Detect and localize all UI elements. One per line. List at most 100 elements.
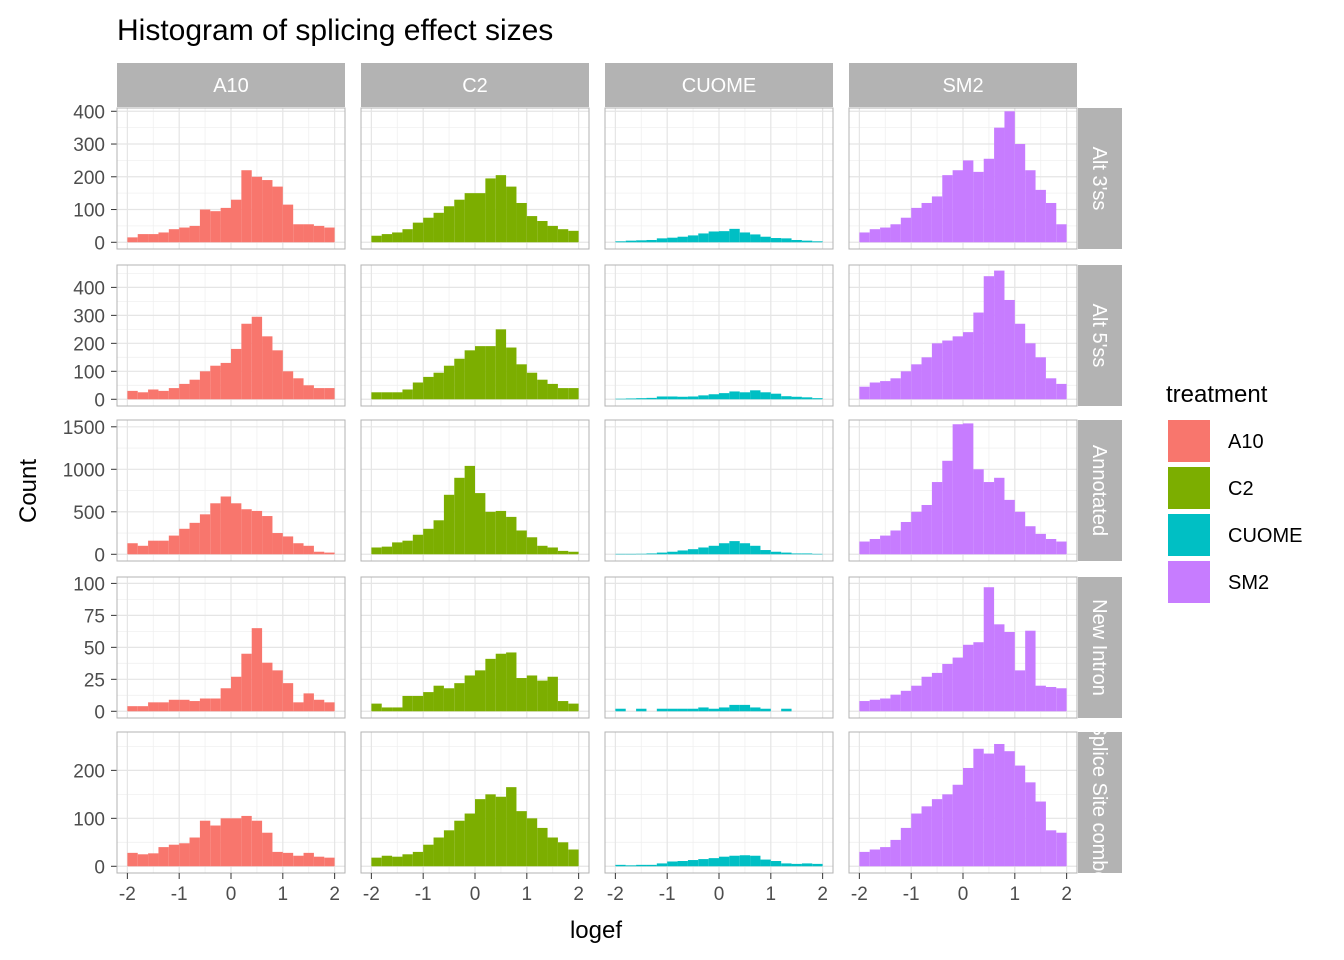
histogram-bar	[241, 170, 252, 243]
x-tick-label: 0	[226, 884, 237, 905]
histogram-bar	[812, 241, 823, 243]
histogram-bar	[464, 465, 475, 555]
histogram-bar	[952, 336, 963, 400]
histogram-bar	[770, 393, 782, 400]
histogram-bar	[303, 693, 314, 712]
histogram-bar	[516, 530, 527, 555]
histogram-bar	[199, 514, 211, 555]
histogram-bar	[1035, 189, 1046, 243]
histogram-bar	[189, 701, 200, 712]
histogram-bar	[475, 493, 486, 555]
histogram-bar	[313, 388, 325, 400]
histogram-bar	[392, 707, 403, 712]
x-tick-label: -1	[171, 884, 188, 905]
y-tick-label: 0	[94, 545, 105, 566]
histogram-bar	[791, 553, 802, 555]
histogram-bar	[537, 379, 548, 400]
histogram-bar	[739, 543, 751, 555]
histogram-bar	[729, 704, 740, 712]
histogram-bar	[313, 856, 325, 867]
histogram-bar	[179, 227, 190, 243]
histogram-bar	[516, 811, 527, 867]
histogram-bar	[433, 212, 444, 243]
histogram-bar	[168, 388, 180, 400]
row-strip-label: Splice Site combo	[1088, 722, 1110, 882]
histogram-bar	[392, 856, 403, 867]
histogram-bar	[568, 230, 579, 243]
histogram-bar	[750, 234, 761, 243]
histogram-bar	[402, 540, 413, 555]
legend-key-cuome	[1168, 514, 1210, 556]
histogram-bar	[454, 683, 465, 712]
histogram-bar	[656, 396, 668, 400]
histogram-bar	[423, 692, 434, 712]
histogram-bar	[791, 396, 802, 400]
panel-border	[116, 107, 346, 250]
y-tick-label: 400	[73, 278, 105, 299]
x-tick-label: 1	[766, 884, 777, 905]
histogram-bar	[719, 707, 730, 712]
histogram-bar	[179, 528, 190, 555]
histogram-bar	[464, 675, 475, 712]
panel-c2-splice-site-combo	[360, 731, 590, 874]
x-tick-label: -1	[903, 884, 920, 905]
histogram-bar	[869, 699, 881, 712]
histogram-bar	[636, 398, 647, 400]
histogram-bar	[547, 547, 558, 555]
histogram-bar	[1004, 111, 1015, 243]
histogram-bar	[1045, 686, 1057, 712]
histogram-bar	[402, 854, 413, 867]
histogram-bar	[423, 217, 434, 243]
x-tick-label: 2	[573, 884, 584, 905]
histogram-bar	[127, 706, 138, 712]
histogram-bar	[921, 202, 932, 243]
histogram-bar	[526, 372, 538, 400]
x-tick-label: -1	[659, 884, 676, 905]
histogram-bar	[568, 849, 579, 867]
histogram-bar	[402, 389, 413, 400]
x-tick-label: 0	[714, 884, 725, 905]
histogram-bar	[210, 211, 221, 243]
panel-cuome-alt-3-ss	[604, 107, 834, 250]
histogram-bar	[137, 234, 149, 243]
histogram-bar	[137, 706, 149, 712]
row-strip-label: Annotated	[1088, 445, 1110, 536]
y-tick-label: 0	[94, 702, 105, 723]
histogram-bar	[646, 553, 657, 555]
histogram-bar	[179, 699, 190, 712]
histogram-bar	[282, 852, 294, 867]
row-strip-new-intron	[1078, 577, 1122, 718]
histogram-bar	[952, 170, 963, 243]
legend-label: A10	[1228, 431, 1264, 453]
histogram-bar	[433, 372, 444, 400]
histogram-bar	[251, 176, 263, 243]
histogram-bar	[293, 378, 304, 400]
histogram-bar	[148, 540, 159, 555]
panel-border	[116, 576, 346, 719]
histogram-bar	[189, 379, 200, 400]
column-strip-a10	[117, 63, 345, 107]
histogram-bar	[516, 364, 527, 400]
panel-c2-annotated	[360, 419, 590, 562]
x-tick-label: 1	[1010, 884, 1021, 905]
histogram-bar	[973, 748, 984, 867]
histogram-bar	[890, 694, 901, 712]
histogram-bar	[251, 820, 263, 867]
histogram-bar	[869, 382, 881, 400]
histogram-bar	[812, 553, 823, 555]
histogram-bar	[900, 827, 912, 867]
histogram-bar	[890, 839, 901, 867]
histogram-bar	[729, 855, 740, 867]
histogram-bar	[381, 855, 393, 867]
histogram-bar	[220, 496, 231, 555]
histogram-bar	[698, 707, 709, 712]
histogram-bar	[464, 813, 475, 867]
histogram-bar	[880, 227, 891, 243]
histogram-bar	[241, 323, 252, 400]
histogram-bar	[220, 688, 231, 712]
panel-border	[848, 107, 1078, 250]
histogram-bar	[1056, 688, 1067, 712]
histogram-bar	[880, 535, 891, 555]
histogram-bar	[646, 397, 657, 400]
histogram-bar	[412, 851, 424, 867]
